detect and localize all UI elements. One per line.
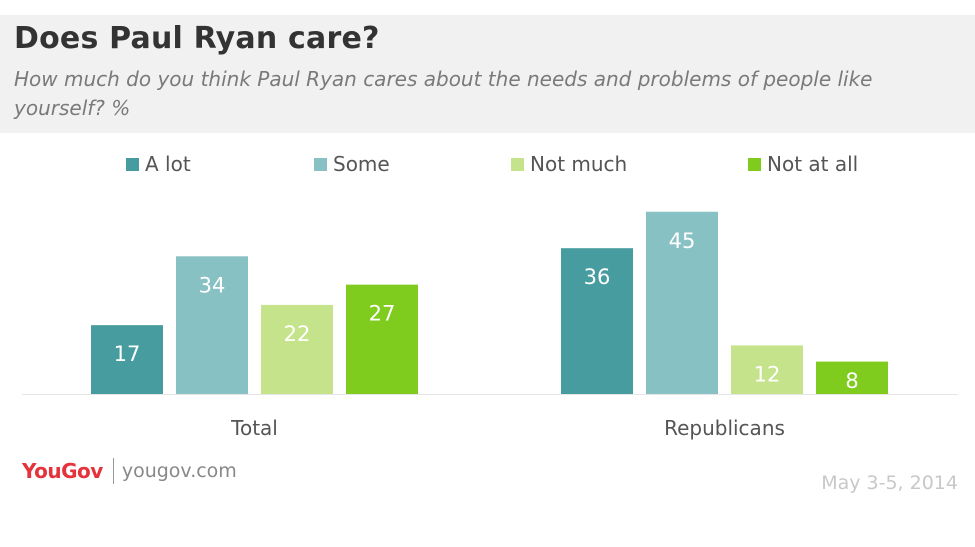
legend-label: Some <box>333 152 390 176</box>
data-label: 34 <box>199 273 226 297</box>
legend-swatch <box>511 157 524 171</box>
data-label: 22 <box>284 322 311 346</box>
legend-swatch <box>748 157 761 171</box>
data-label: 12 <box>754 362 781 386</box>
chart-header: Does Paul Ryan care? How much do you thi… <box>0 15 975 133</box>
bar <box>646 211 718 394</box>
data-label: 45 <box>669 229 696 253</box>
chart-title: Does Paul Ryan care? <box>14 21 380 56</box>
logo-divider <box>112 458 114 484</box>
chart-subtitle: How much do you think Paul Ryan cares ab… <box>14 67 873 120</box>
legend-item: Not much <box>511 152 627 176</box>
legend: A lot Some Not much Not at all <box>0 152 975 176</box>
category-label: Republicans <box>664 416 785 440</box>
data-label: 8 <box>845 369 858 393</box>
legend-item: Not at all <box>748 152 858 176</box>
bar <box>261 304 333 394</box>
category-label: Total <box>230 416 278 440</box>
legend-swatch <box>126 157 139 171</box>
brand-url: yougov.com <box>121 460 237 482</box>
bar <box>91 325 163 394</box>
bar <box>731 345 803 394</box>
data-label: 36 <box>584 265 611 289</box>
legend-swatch <box>314 157 327 171</box>
survey-date: May 3-5, 2014 <box>821 472 958 494</box>
legend-item: A lot <box>126 152 191 176</box>
data-label: 17 <box>114 342 141 366</box>
legend-item: Some <box>314 152 390 176</box>
yougov-logo: YouGov yougov.com <box>22 458 237 484</box>
brand-logo: YouGov <box>22 459 103 483</box>
legend-label: A lot <box>145 152 191 176</box>
legend-label: Not much <box>530 152 628 176</box>
bar <box>346 284 418 394</box>
bar <box>176 256 248 394</box>
data-label: 27 <box>369 302 396 326</box>
bar <box>816 361 888 394</box>
bar <box>561 248 633 394</box>
legend-label: Not at all <box>767 152 859 176</box>
